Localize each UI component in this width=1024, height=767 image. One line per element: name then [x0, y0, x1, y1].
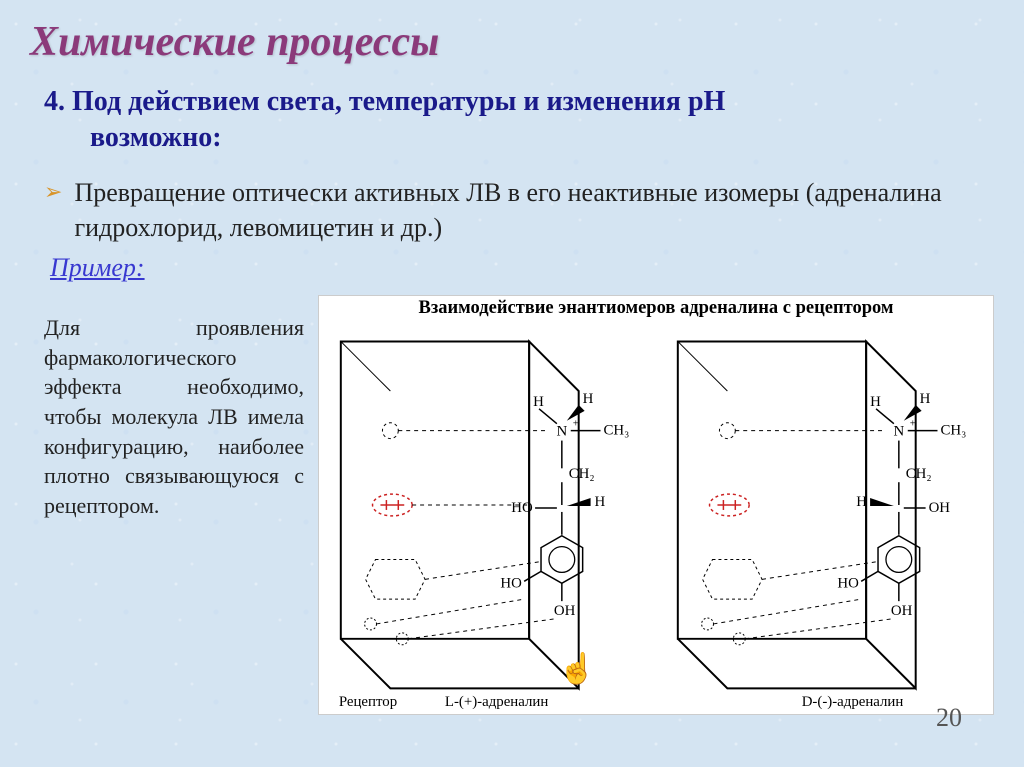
bullet-item: ➢ Превращение оптически активных ЛВ в ег…: [30, 175, 994, 245]
content-row: Для проявления фармакологического эффект…: [30, 295, 994, 715]
diagram-title: Взаимодействие энантиомеров адреналина с…: [319, 298, 993, 319]
svg-text:H: H: [856, 494, 867, 510]
svg-text:+: +: [573, 418, 579, 430]
svg-text:+: +: [910, 418, 916, 430]
svg-text:D-(-)-адреналин: D-(-)-адреналин: [802, 694, 904, 710]
svg-text:H: H: [870, 394, 881, 410]
enantiomer-diagram: N + H H CH₃ CH₂: [319, 296, 993, 714]
svg-text:H: H: [920, 391, 931, 407]
page-number: 20: [936, 703, 962, 733]
svg-text:OH: OH: [554, 603, 576, 619]
svg-text:OH: OH: [891, 603, 913, 619]
svg-text:CH₂: CH₂: [569, 466, 595, 482]
svg-text:L-(+)-адреналин: L-(+)-адреналин: [445, 694, 548, 710]
svg-text:H: H: [583, 391, 594, 407]
svg-text:H: H: [533, 394, 544, 410]
description-text: Для проявления фармакологического эффект…: [44, 295, 304, 715]
svg-text:HO: HO: [837, 575, 859, 591]
example-label: Пример:: [50, 253, 994, 283]
svg-text:Рецептор: Рецептор: [339, 694, 397, 710]
bullet-text: Превращение оптически активных ЛВ в его …: [74, 175, 994, 245]
svg-text:☝: ☝: [559, 650, 596, 686]
svg-text:N: N: [893, 424, 904, 440]
svg-text:OH: OH: [929, 500, 951, 516]
bullet-arrow-icon: ➢: [44, 179, 62, 205]
svg-text:CH₃: CH₃: [603, 423, 629, 439]
subtitle-line-1: 4. Под действием света, температуры и из…: [44, 86, 725, 117]
slide: Химические процессы 4. Под действием све…: [0, 0, 1024, 767]
svg-text:H: H: [595, 494, 606, 510]
svg-text:CH₃: CH₃: [940, 423, 966, 439]
slide-title: Химические процессы: [30, 18, 994, 66]
svg-text:CH₂: CH₂: [906, 466, 932, 482]
diagram-container: Взаимодействие энантиомеров адреналина с…: [318, 295, 994, 715]
svg-text:HO: HO: [511, 500, 533, 516]
subtitle: 4. Под действием света, температуры и из…: [30, 84, 994, 157]
subtitle-line-2: возможно:: [44, 120, 994, 156]
svg-text:N: N: [556, 424, 567, 440]
svg-text:HO: HO: [500, 575, 522, 591]
